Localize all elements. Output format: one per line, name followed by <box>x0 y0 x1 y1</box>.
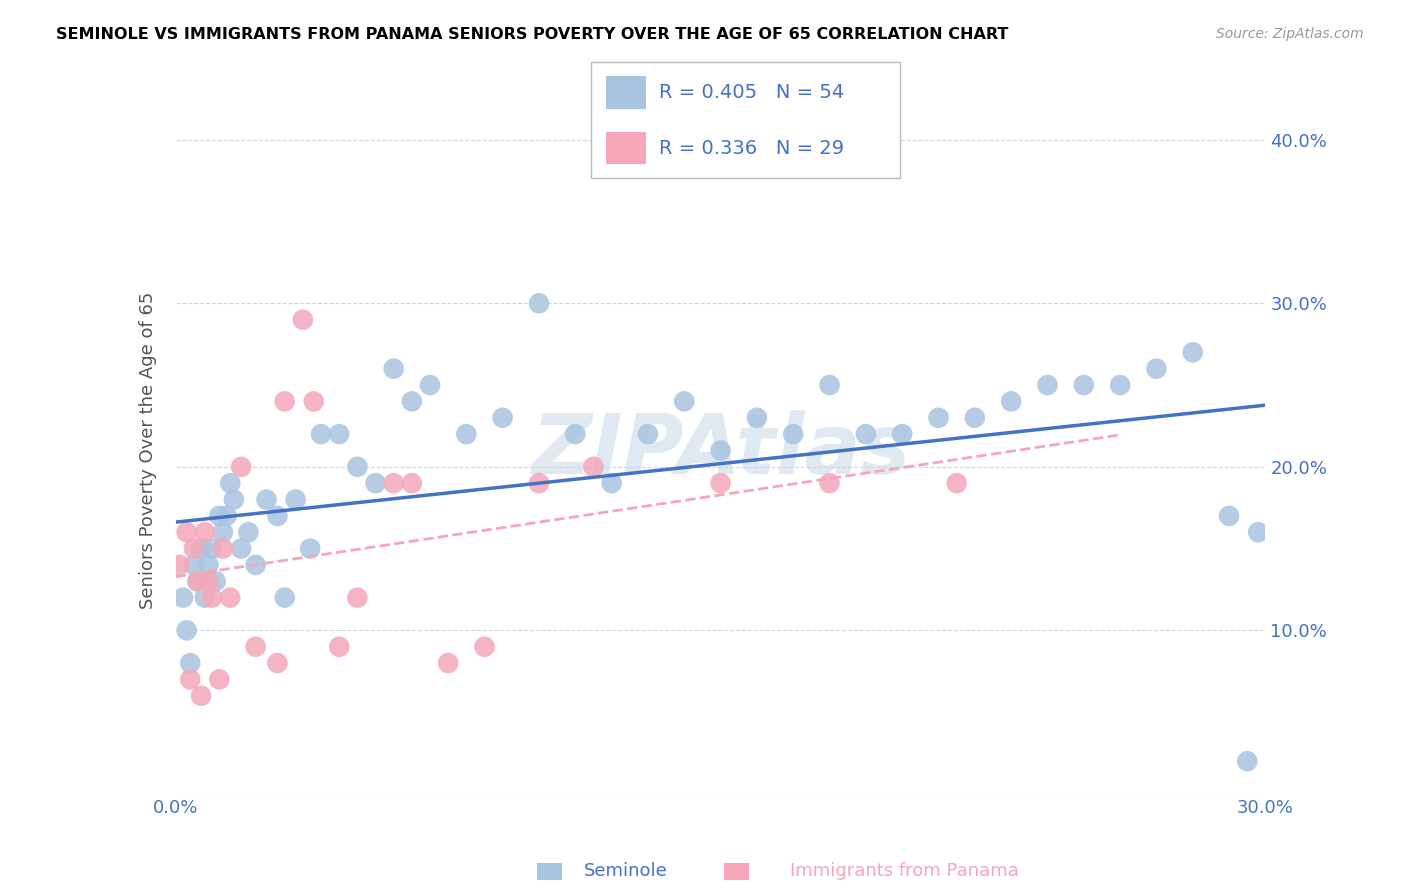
Point <box>284 492 307 507</box>
Point <box>419 378 441 392</box>
Point <box>190 541 212 556</box>
Point <box>1109 378 1132 392</box>
Point <box>527 296 550 310</box>
Point <box>401 394 423 409</box>
Point <box>302 394 325 409</box>
FancyBboxPatch shape <box>724 863 749 880</box>
Point <box>197 574 219 589</box>
Point <box>186 574 209 589</box>
Point <box>172 591 194 605</box>
Point <box>1181 345 1204 359</box>
Point <box>299 541 322 556</box>
Point <box>364 476 387 491</box>
Point <box>437 656 460 670</box>
Point <box>266 508 288 523</box>
Point <box>179 673 201 687</box>
Point <box>637 427 659 442</box>
Point <box>818 476 841 491</box>
Point <box>219 591 242 605</box>
Point <box>176 624 198 638</box>
Point <box>564 427 586 442</box>
Point <box>1146 361 1168 376</box>
Point <box>1036 378 1059 392</box>
Point <box>201 541 224 556</box>
Point <box>231 459 253 474</box>
FancyBboxPatch shape <box>606 77 647 109</box>
Text: R = 0.405   N = 54: R = 0.405 N = 54 <box>658 82 844 102</box>
Point <box>256 492 278 507</box>
Point <box>231 541 253 556</box>
Point <box>710 443 733 458</box>
Point <box>190 689 212 703</box>
Point <box>204 574 226 589</box>
Point <box>346 591 368 605</box>
Point <box>197 558 219 572</box>
Point <box>782 427 804 442</box>
Point <box>215 508 238 523</box>
FancyBboxPatch shape <box>537 863 562 880</box>
Text: R = 0.336   N = 29: R = 0.336 N = 29 <box>658 139 844 159</box>
Point <box>176 525 198 540</box>
Point <box>582 459 605 474</box>
Point <box>963 410 986 425</box>
Point <box>194 591 217 605</box>
Point <box>401 476 423 491</box>
Point <box>474 640 496 654</box>
Point <box>382 361 405 376</box>
Point <box>183 541 205 556</box>
Point <box>179 656 201 670</box>
Point <box>219 476 242 491</box>
FancyBboxPatch shape <box>606 132 647 164</box>
Point <box>855 427 877 442</box>
Point <box>309 427 332 442</box>
FancyBboxPatch shape <box>591 62 900 178</box>
Point <box>710 476 733 491</box>
Point <box>169 558 191 572</box>
Point <box>274 394 297 409</box>
Point <box>945 476 967 491</box>
Point <box>222 492 245 507</box>
Point <box>328 427 350 442</box>
Point <box>208 508 231 523</box>
Point <box>527 476 550 491</box>
Point <box>492 410 515 425</box>
Point <box>274 591 297 605</box>
Point <box>183 558 205 572</box>
Point <box>291 312 314 326</box>
Point <box>1236 754 1258 768</box>
Y-axis label: Seniors Poverty Over the Age of 65: Seniors Poverty Over the Age of 65 <box>139 292 157 609</box>
Point <box>891 427 914 442</box>
Point <box>818 378 841 392</box>
Point <box>245 640 267 654</box>
Text: Immigrants from Panama: Immigrants from Panama <box>790 863 1019 880</box>
Point <box>1218 508 1240 523</box>
Point <box>1000 394 1022 409</box>
Text: Seminole: Seminole <box>583 863 668 880</box>
Point <box>1073 378 1095 392</box>
Point <box>212 541 235 556</box>
Point <box>745 410 768 425</box>
Point <box>245 558 267 572</box>
Point <box>346 459 368 474</box>
Point <box>382 476 405 491</box>
Point <box>928 410 950 425</box>
Point <box>266 656 288 670</box>
Point <box>194 525 217 540</box>
Point <box>328 640 350 654</box>
Point <box>600 476 623 491</box>
Point <box>186 574 209 589</box>
Point <box>201 591 224 605</box>
Point <box>673 394 696 409</box>
Text: ZIPAtlas: ZIPAtlas <box>531 410 910 491</box>
Point <box>456 427 478 442</box>
Point <box>208 673 231 687</box>
Point <box>1247 525 1270 540</box>
Point <box>212 525 235 540</box>
Text: SEMINOLE VS IMMIGRANTS FROM PANAMA SENIORS POVERTY OVER THE AGE OF 65 CORRELATIO: SEMINOLE VS IMMIGRANTS FROM PANAMA SENIO… <box>56 27 1008 42</box>
Point <box>238 525 260 540</box>
Text: Source: ZipAtlas.com: Source: ZipAtlas.com <box>1216 27 1364 41</box>
